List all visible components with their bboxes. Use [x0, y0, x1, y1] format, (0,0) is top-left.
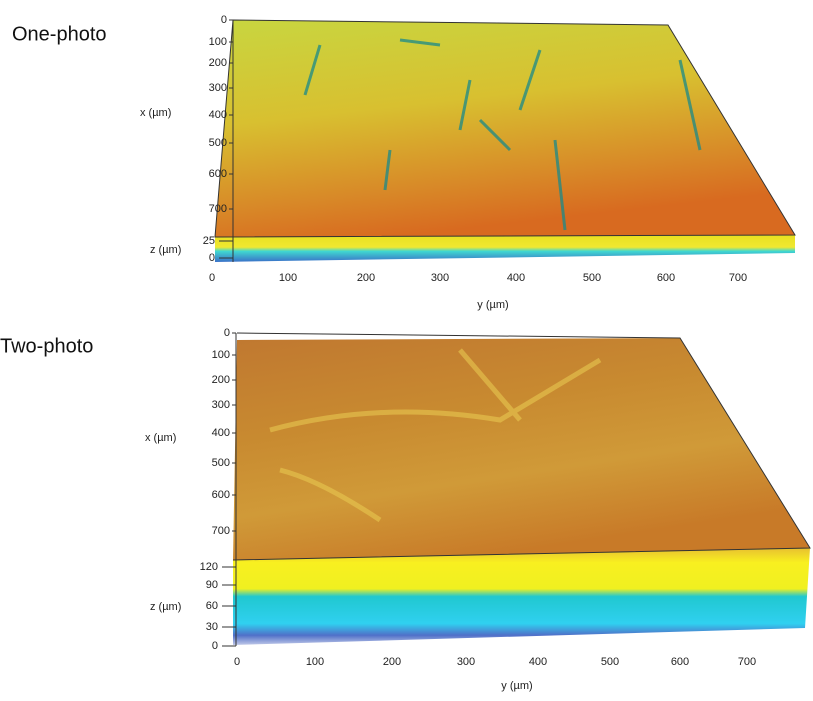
x-tick-label: 200	[209, 57, 227, 69]
x-tick-label: 300	[212, 399, 230, 411]
x-tick-label: 300	[209, 82, 227, 94]
z-tick-label: 90	[206, 579, 218, 591]
y-tick-label: 400	[507, 272, 525, 284]
x-axis-label: x (µm)	[140, 107, 171, 119]
y-tick-label: 700	[729, 272, 747, 284]
y-tick-label: 200	[357, 272, 375, 284]
z-tick-label: 120	[200, 561, 218, 573]
x-tick-label: 500	[212, 457, 230, 469]
y-tick-label: 0	[209, 272, 215, 284]
x-tick-label: 600	[212, 489, 230, 501]
x-tick-label: 600	[209, 168, 227, 180]
y-tick-label: 600	[671, 656, 689, 668]
x-tick-label: 400	[209, 109, 227, 121]
y-tick-label: 0	[234, 656, 240, 668]
x-axis-label: x (µm)	[145, 432, 176, 444]
x-tick-label: 100	[209, 36, 227, 48]
x-tick-label: 200	[212, 374, 230, 386]
surface-top	[215, 20, 795, 237]
x-tick-label: 400	[212, 427, 230, 439]
y-axis-label: y (µm)	[501, 680, 532, 692]
y-tick-label: 100	[306, 656, 324, 668]
z-tick-label: 30	[206, 621, 218, 633]
surface-front	[233, 548, 810, 645]
y-tick-label: 400	[529, 656, 547, 668]
y-tick-label: 700	[738, 656, 756, 668]
z-tick-label: 25	[203, 235, 215, 247]
y-tick-label: 300	[431, 272, 449, 284]
z-tick-label: 60	[206, 600, 218, 612]
y-axis-label: y (µm)	[477, 299, 508, 311]
surface-top	[233, 338, 810, 560]
x-tick-label: 0	[221, 14, 227, 26]
panel-label: One-photo	[12, 23, 107, 45]
z-tick-label: 0	[212, 640, 218, 652]
y-tick-label: 600	[657, 272, 675, 284]
figure: One-photox (µm)z (µm)y (µm)0100200300400…	[0, 0, 813, 696]
x-tick-label: 100	[212, 349, 230, 361]
y-tick-label: 300	[457, 656, 475, 668]
y-tick-label: 500	[583, 272, 601, 284]
y-tick-label: 100	[279, 272, 297, 284]
panel-label: Two-photo	[0, 335, 93, 357]
x-tick-label: 0	[224, 327, 230, 339]
y-tick-label: 200	[383, 656, 401, 668]
z-tick-label: 0	[209, 252, 215, 264]
z-axis-label: z (µm)	[150, 601, 181, 613]
x-tick-label: 700	[209, 203, 227, 215]
surface-front	[215, 235, 795, 262]
y-tick-label: 500	[601, 656, 619, 668]
x-tick-label: 700	[212, 525, 230, 537]
x-tick-label: 500	[209, 137, 227, 149]
z-axis-label: z (µm)	[150, 244, 181, 256]
